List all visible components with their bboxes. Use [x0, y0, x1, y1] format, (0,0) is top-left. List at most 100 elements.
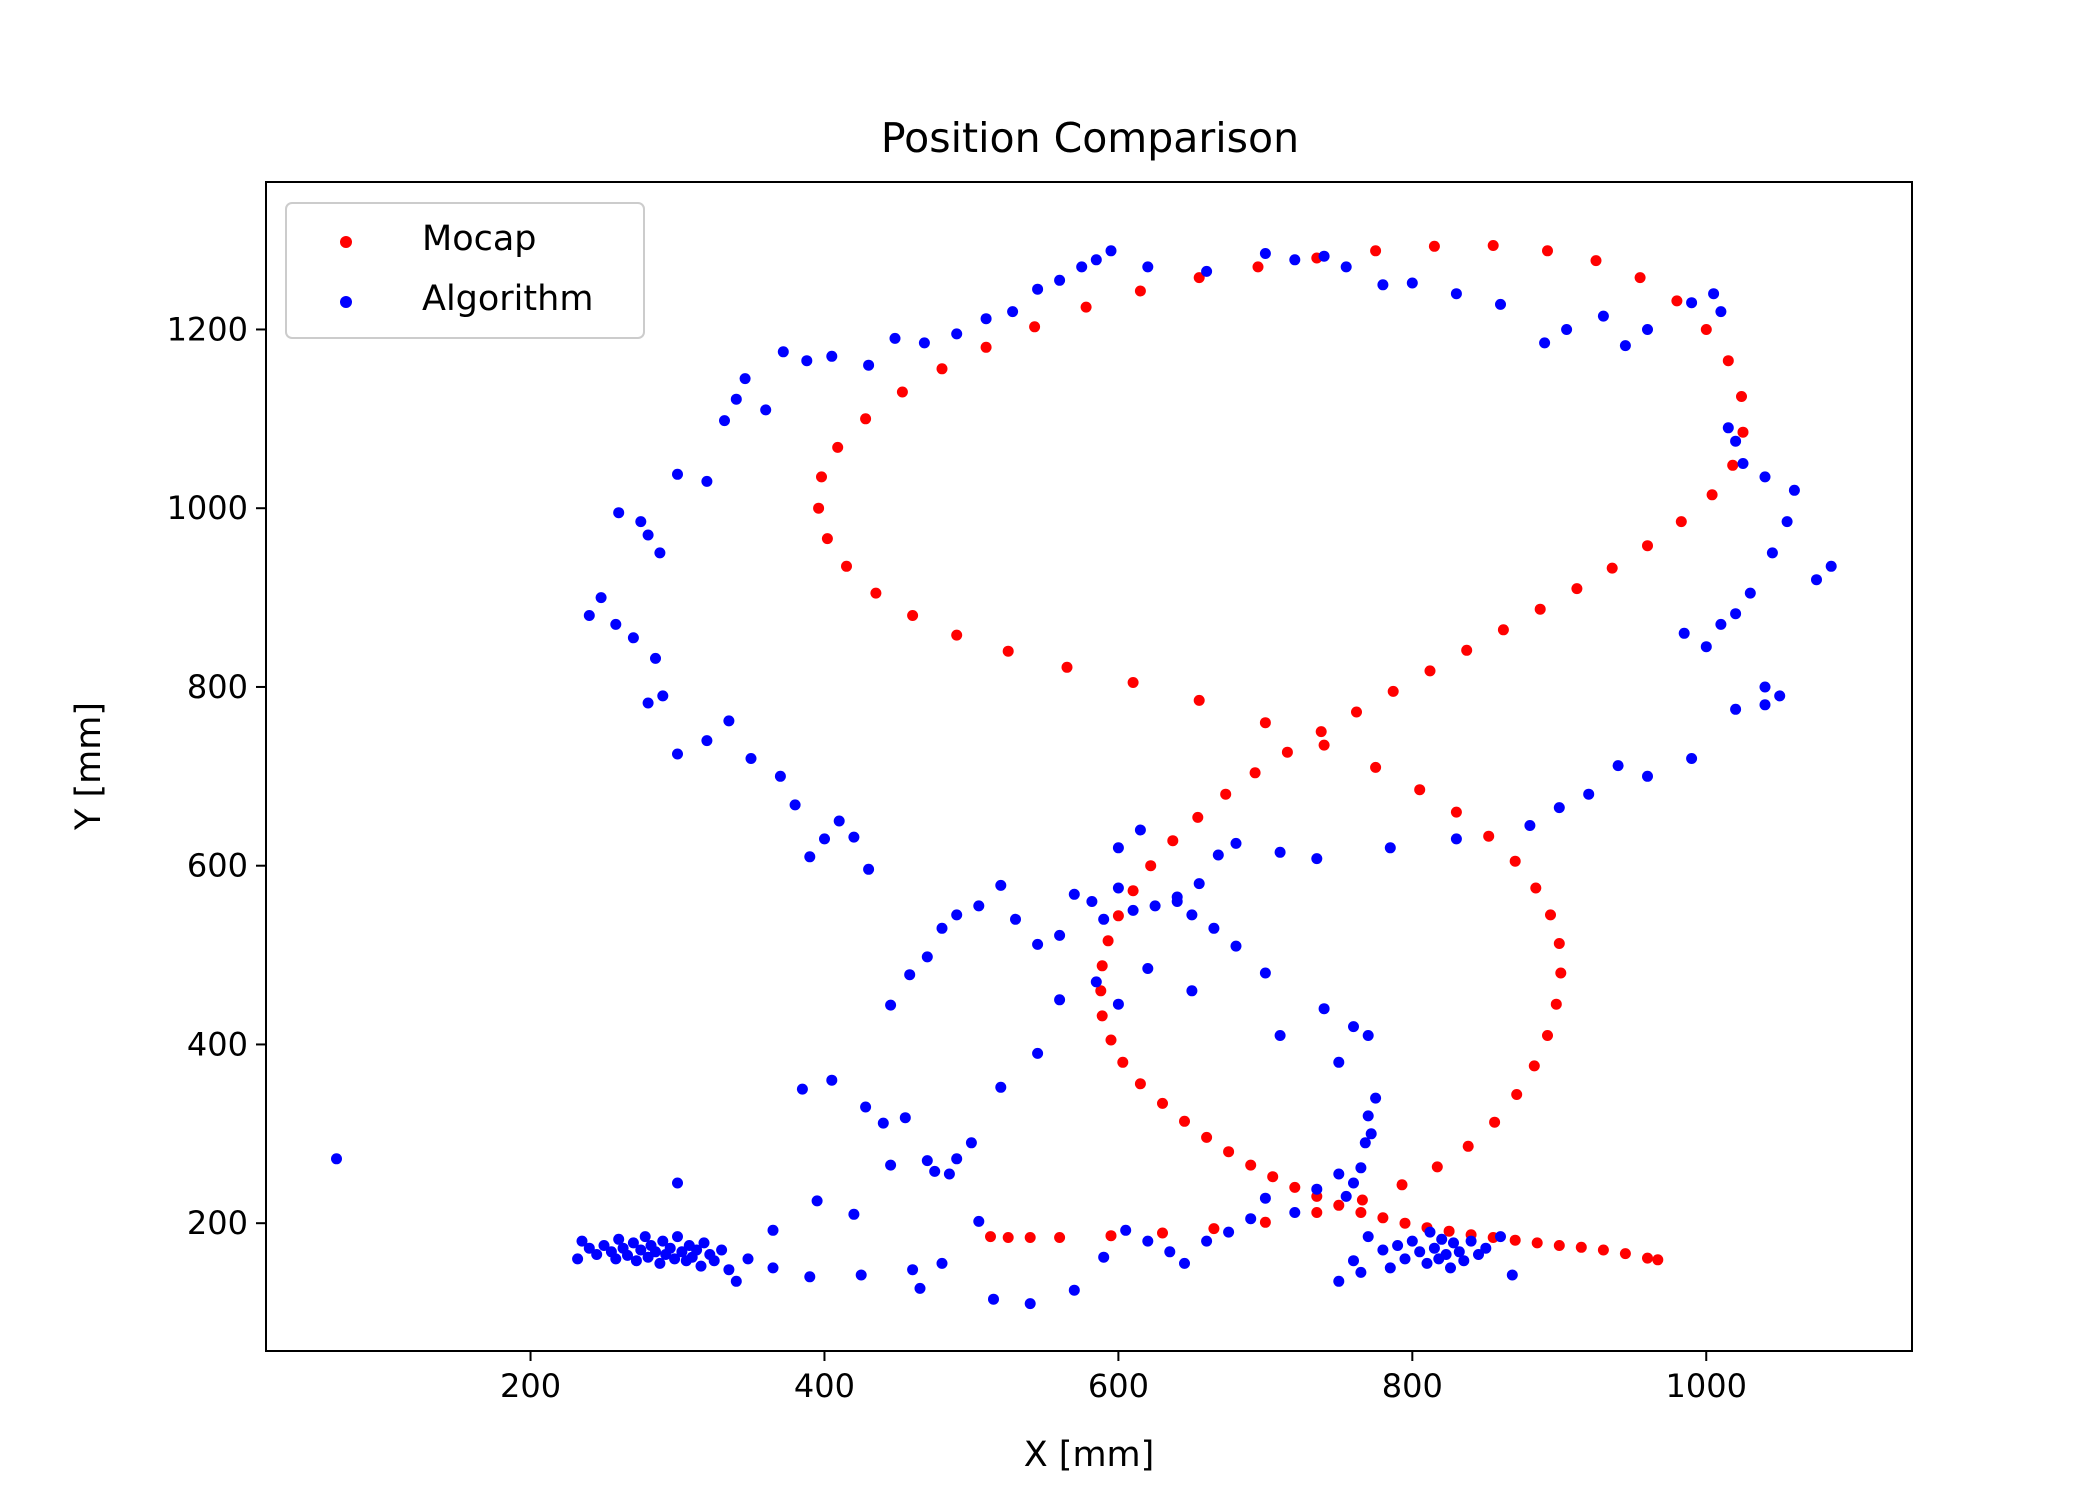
data-point-algorithm	[613, 507, 625, 519]
data-point-algorithm	[1759, 681, 1771, 693]
data-point-algorithm	[1495, 298, 1506, 310]
data-point-algorithm	[767, 1262, 779, 1274]
data-point-algorithm	[583, 610, 595, 621]
data-point-algorithm	[650, 1246, 661, 1258]
x-tick-label: 1000	[1666, 1367, 1747, 1405]
data-point-algorithm	[719, 415, 730, 427]
data-point-algorithm	[1112, 882, 1124, 894]
data-point-mocap	[870, 587, 882, 599]
data-point-algorithm	[1208, 922, 1220, 934]
data-point-mocap	[1396, 1179, 1408, 1191]
data-point-mocap	[1112, 910, 1124, 922]
data-point-mocap	[1511, 1089, 1523, 1100]
data-point-mocap	[1700, 324, 1712, 335]
data-point-algorithm	[1700, 641, 1712, 653]
data-point-algorithm	[657, 1235, 669, 1247]
data-point-algorithm	[1259, 1192, 1271, 1204]
data-point-mocap	[832, 441, 844, 453]
data-point-algorithm	[745, 753, 757, 764]
data-point-algorithm	[1142, 963, 1154, 974]
data-point-algorithm	[1480, 1242, 1492, 1254]
data-point-algorithm	[576, 1235, 588, 1247]
data-point-algorithm	[1289, 1207, 1301, 1218]
data-point-algorithm	[1086, 896, 1098, 907]
data-point-mocap	[1102, 935, 1114, 947]
data-point-algorithm	[995, 1081, 1007, 1093]
data-point-algorithm	[1365, 1128, 1377, 1140]
data-point-algorithm	[1428, 1242, 1440, 1254]
data-point-mocap	[1528, 1060, 1540, 1072]
data-point-mocap	[1542, 1030, 1553, 1041]
data-point-algorithm	[1010, 913, 1021, 925]
data-point-algorithm	[654, 547, 666, 559]
data-point-algorithm	[691, 1244, 703, 1256]
data-point-algorithm	[951, 328, 963, 340]
data-point-algorithm	[1392, 1240, 1404, 1251]
data-point-algorithm	[627, 632, 639, 644]
data-point-algorithm	[1583, 788, 1595, 800]
data-point-algorithm	[1524, 820, 1536, 831]
data-point-algorithm	[1032, 938, 1044, 950]
data-point-algorithm	[1506, 1269, 1518, 1281]
data-point-algorithm	[973, 1215, 985, 1227]
data-point-algorithm	[1120, 1224, 1132, 1236]
data-point-mocap	[1727, 459, 1739, 471]
data-point-algorithm	[1362, 1231, 1374, 1243]
data-point-algorithm	[1348, 1177, 1359, 1189]
data-point-mocap	[1443, 1225, 1455, 1237]
data-point-algorithm	[1384, 842, 1396, 854]
data-point-algorithm	[723, 1264, 735, 1276]
data-point-algorithm	[1340, 261, 1352, 273]
data-point-algorithm	[1788, 484, 1800, 496]
data-point-mocap	[841, 560, 852, 572]
data-point-mocap	[1634, 272, 1646, 284]
data-point-mocap	[1575, 1241, 1587, 1253]
data-point-algorithm	[1421, 1257, 1433, 1269]
data-point-algorithm	[642, 529, 654, 541]
data-point-mocap	[1281, 746, 1293, 758]
y-tick-label: 200	[187, 1204, 248, 1242]
data-point-algorithm	[921, 951, 933, 963]
data-point-algorithm	[1377, 1244, 1389, 1256]
data-point-algorithm	[1259, 967, 1271, 979]
data-point-algorithm	[885, 999, 897, 1011]
data-point-algorithm	[664, 1242, 676, 1254]
data-point-algorithm	[630, 1255, 642, 1267]
data-point-algorithm	[1495, 1231, 1506, 1243]
data-point-algorithm	[730, 1275, 742, 1287]
data-point-algorithm	[777, 346, 789, 358]
data-point-algorithm	[1612, 760, 1624, 772]
data-point-mocap	[1096, 1010, 1108, 1022]
data-point-algorithm	[1759, 471, 1771, 483]
data-point-mocap	[1461, 644, 1473, 656]
data-point-algorithm	[701, 475, 713, 487]
data-point-mocap	[1462, 1140, 1474, 1152]
data-point-mocap	[1002, 1232, 1014, 1243]
data-point-mocap	[1597, 1244, 1609, 1256]
data-point-mocap	[1545, 909, 1556, 921]
data-point-mocap	[1399, 1217, 1411, 1229]
data-point-algorithm	[973, 900, 985, 912]
data-point-mocap	[1245, 1159, 1257, 1171]
data-point-mocap	[1737, 426, 1749, 438]
data-point-algorithm	[1445, 1262, 1456, 1274]
data-point-algorithm	[1054, 274, 1066, 286]
data-point-algorithm	[1348, 1255, 1359, 1267]
chart-title: Position Comparison	[881, 114, 1299, 162]
data-point-algorithm	[1333, 1275, 1345, 1287]
data-point-mocap	[1722, 355, 1734, 367]
legend-marker-mocap	[340, 236, 352, 248]
y-tick-label: 400	[187, 1025, 248, 1063]
data-point-algorithm	[1164, 1246, 1176, 1258]
data-point-mocap	[1259, 717, 1271, 729]
data-point-mocap	[1259, 1216, 1271, 1228]
data-point-algorithm	[1193, 878, 1205, 890]
data-point-mocap	[1356, 1194, 1368, 1206]
data-point-algorithm	[583, 1242, 595, 1254]
data-point-algorithm	[1359, 1137, 1371, 1149]
data-point-algorithm	[1678, 627, 1690, 639]
data-point-mocap	[860, 413, 872, 425]
data-point-algorithm	[826, 1074, 838, 1086]
data-point-algorithm	[1201, 265, 1213, 277]
data-point-algorithm	[921, 1155, 933, 1167]
